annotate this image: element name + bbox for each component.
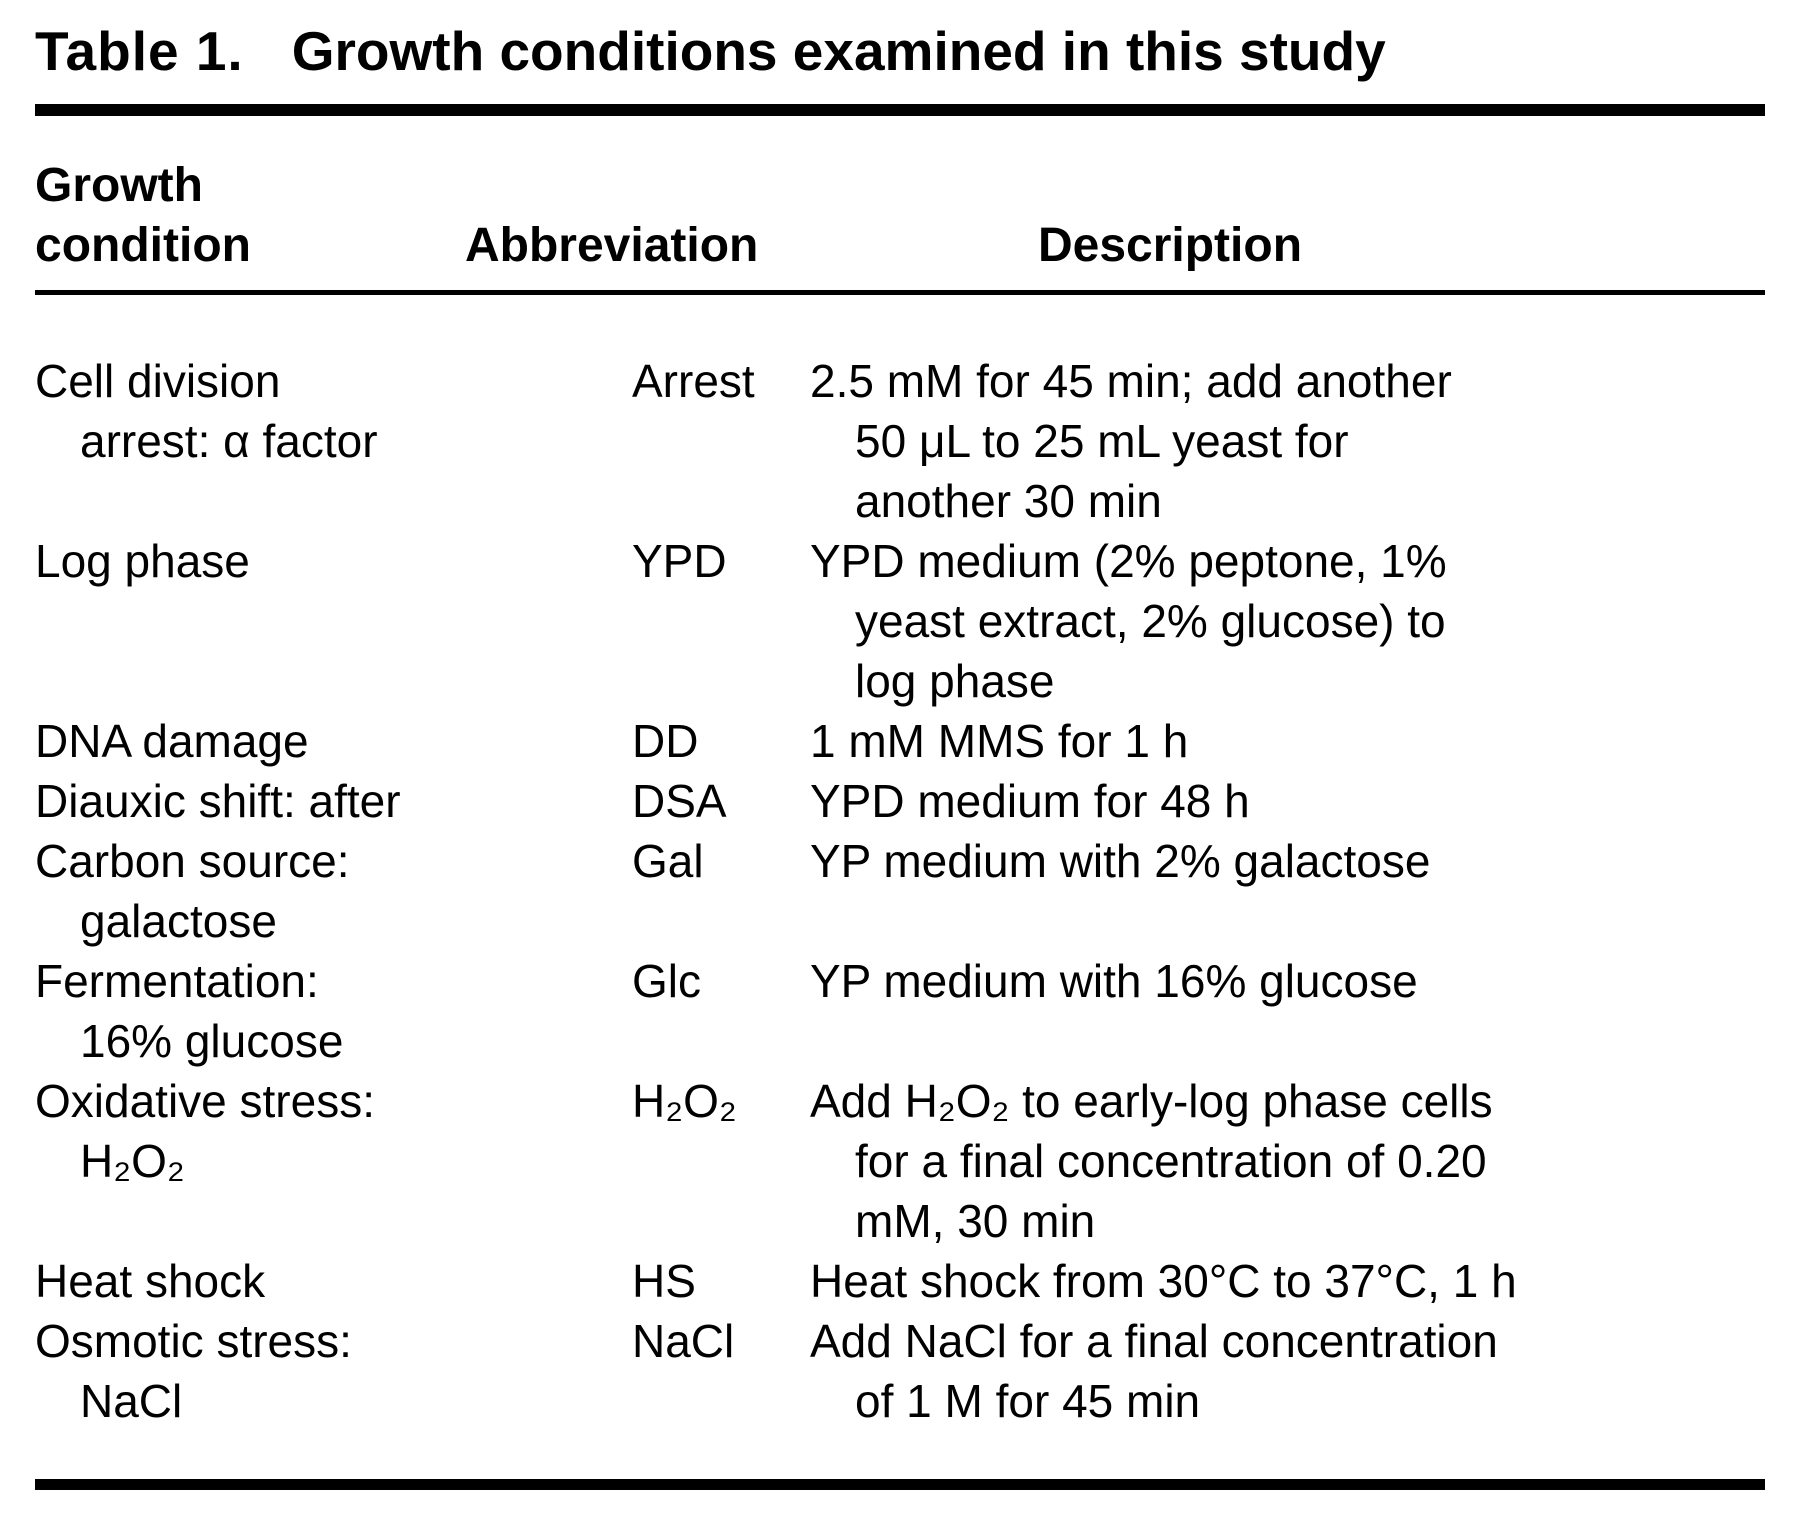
header-rule [35,290,1765,295]
cell-description: YP medium with 2% galactose [810,835,1431,887]
table-header-row: Growth condition Abbreviation Descriptio… [35,156,1765,276]
cell-condition: Diauxic shift: after [35,775,401,827]
cell-abbreviation: Gal [632,835,704,887]
cell-abbreviation: YPD [632,535,727,587]
top-rule [35,104,1765,116]
table-row: Carbon source: galactose Gal YP medium w… [35,831,1765,951]
cell-condition: DNA damage [35,715,309,767]
bottom-rule [35,1479,1765,1490]
table-row: Diauxic shift: after DSA YPD medium for … [35,771,1765,831]
table-row: Log phase YPD YPD medium (2% peptone, 1%… [35,531,1765,711]
cell-condition: Cell division arrest: α factor [35,355,378,467]
cell-description: Add H₂O₂ to early-log phase cells for a … [810,1075,1493,1247]
cell-abbreviation: H₂O₂ [632,1075,737,1127]
table-row: Osmotic stress: NaCl NaCl Add NaCl for a… [35,1311,1765,1431]
cell-description: 2.5 mM for 45 min; add another 50 μL to … [810,355,1452,527]
table-row: DNA damage DD 1 mM MMS for 1 h [35,711,1765,771]
cell-description: YPD medium (2% peptone, 1% yeast extract… [810,535,1447,707]
cell-abbreviation: DD [632,715,699,767]
cell-abbreviation: NaCl [632,1315,735,1367]
table-caption: Table 1. Growth conditions examined in th… [35,0,1765,82]
cell-description: Add NaCl for a final concentration of 1 … [810,1315,1498,1427]
cell-condition: Carbon source: galactose [35,835,350,947]
cell-description: 1 mM MMS for 1 h [810,715,1189,767]
cell-condition: Osmotic stress: NaCl [35,1315,352,1427]
column-header-growth-condition: Growth condition [35,159,251,272]
cell-abbreviation: DSA [632,775,727,827]
table-row: Heat shock HS Heat shock from 30°C to 37… [35,1251,1765,1311]
table-row: Cell division arrest: α factor Arrest 2.… [35,351,1765,531]
column-header-description: Description [1037,219,1303,272]
table-row: Oxidative stress: H₂O₂ H₂O₂ Add H₂O₂ to … [35,1071,1765,1251]
cell-condition: Heat shock [35,1255,266,1307]
cell-description: YPD medium for 48 h [810,775,1250,827]
cell-condition: Oxidative stress: H₂O₂ [35,1075,375,1187]
cell-description: Heat shock from 30°C to 37°C, 1 h [810,1255,1517,1307]
table-title: Growth conditions examined in this study [291,20,1386,82]
cell-condition: Log phase [35,535,250,587]
cell-abbreviation: Arrest [632,355,755,407]
column-header-abbreviation: Abbreviation [465,219,759,272]
cell-description: YP medium with 16% glucose [810,955,1418,1007]
cell-condition: Fermentation: 16% glucose [35,955,344,1067]
cell-abbreviation: HS [632,1255,696,1307]
table-row: Fermentation: 16% glucose Glc YP medium … [35,951,1765,1071]
table-label: Table 1. [35,20,244,82]
table-body: Cell division arrest: α factor Arrest 2.… [35,295,1765,1431]
cell-abbreviation: Glc [632,955,701,1007]
